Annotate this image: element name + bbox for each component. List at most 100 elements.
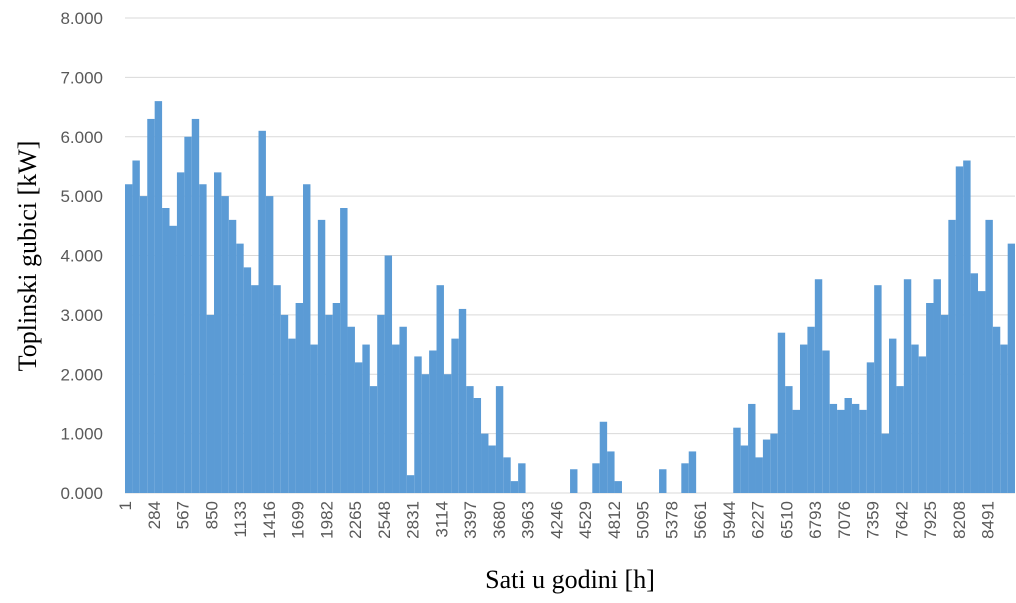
bar [978, 291, 986, 493]
bar [206, 314, 215, 493]
bar [599, 421, 608, 493]
y-tick-label: 3.000 [60, 306, 103, 325]
x-tick-label: 1133 [231, 501, 250, 538]
bar [481, 433, 489, 493]
bar [228, 219, 237, 493]
x-tick-label: 1982 [317, 501, 336, 539]
x-tick-label: 6510 [777, 501, 796, 539]
bar [940, 314, 949, 493]
bar [384, 255, 393, 493]
bar [970, 273, 979, 493]
x-tick-label: 2548 [375, 501, 394, 539]
bar [681, 463, 689, 493]
y-axis-title: Toplinski gubici [kW] [13, 141, 42, 372]
bar [851, 403, 860, 493]
x-tick-label: 4529 [576, 501, 595, 539]
bar [488, 445, 496, 493]
bar [755, 457, 763, 493]
bar [162, 208, 170, 493]
bar [740, 445, 749, 493]
bar [176, 172, 185, 493]
bar [369, 386, 378, 493]
bar [799, 344, 808, 493]
y-tick-label: 4.000 [60, 247, 103, 266]
bar [1000, 344, 1008, 493]
bar [154, 101, 163, 493]
bar [510, 481, 519, 493]
bar [992, 326, 1001, 493]
bar [785, 386, 793, 493]
bar [325, 314, 333, 493]
bar [377, 314, 385, 493]
bar [191, 118, 200, 493]
x-tick-label: 7359 [864, 501, 883, 539]
y-tick-label: 8.000 [60, 9, 103, 28]
bar [273, 285, 281, 493]
x-tick-label: 284 [145, 501, 164, 529]
bar [362, 344, 370, 493]
bar [406, 475, 415, 493]
bar [199, 184, 207, 493]
bar [844, 398, 852, 493]
bar [221, 196, 229, 493]
x-tick-label: 2265 [346, 501, 365, 539]
bar [392, 344, 400, 493]
bar [1007, 243, 1015, 493]
bar [125, 184, 133, 493]
bar [184, 136, 192, 493]
bar [518, 463, 526, 493]
bar [859, 409, 867, 493]
x-tick-label: 3680 [490, 501, 509, 539]
bar [310, 344, 318, 493]
bar [881, 433, 890, 493]
bar [955, 166, 964, 493]
y-tick-label: 1.000 [60, 425, 103, 444]
bar [614, 481, 622, 493]
x-tick-label: 6227 [749, 501, 768, 539]
x-tick-label: 5095 [634, 501, 653, 539]
x-tick-label: 1416 [260, 501, 279, 539]
x-tick-label: 1699 [289, 501, 308, 539]
bar [354, 362, 363, 493]
x-axis-title: Sati u godini [h] [485, 565, 655, 594]
bar [258, 130, 266, 493]
bar [340, 208, 348, 493]
y-tick-label: 7.000 [60, 68, 103, 87]
bar [948, 219, 956, 493]
bar [414, 356, 422, 493]
x-tick-label: 1 [116, 501, 135, 510]
bar [132, 160, 140, 493]
bar [963, 160, 971, 493]
bar [399, 326, 407, 493]
bar [421, 374, 430, 493]
bar [473, 398, 482, 493]
x-tick-label: 850 [202, 501, 221, 529]
x-tick-label: 3114 [432, 501, 451, 538]
bar [280, 314, 289, 493]
bar [570, 469, 578, 493]
bar [251, 285, 259, 493]
bar [288, 338, 296, 493]
bar [317, 219, 326, 493]
bar [169, 225, 177, 493]
y-tick-label: 0.000 [60, 484, 103, 503]
x-tick-label: 567 [174, 501, 193, 529]
bar [933, 279, 941, 493]
bar [777, 332, 786, 493]
bar [748, 403, 756, 493]
x-tick-label: 8491 [979, 501, 998, 539]
bar [443, 374, 452, 493]
bar [466, 386, 474, 493]
bar [918, 356, 927, 493]
y-tick-label: 2.000 [60, 365, 103, 384]
x-tick-label: 5944 [720, 501, 739, 539]
bar [926, 303, 934, 493]
x-tick-label: 8208 [950, 501, 969, 539]
x-tick-label: 7925 [921, 501, 940, 539]
y-tick-label: 6.000 [60, 128, 103, 147]
bar [874, 285, 882, 493]
x-tick-label: 3397 [461, 501, 480, 539]
bar [659, 469, 667, 493]
x-tick-label: 5378 [662, 501, 681, 539]
x-tick-label: 7076 [835, 501, 854, 539]
